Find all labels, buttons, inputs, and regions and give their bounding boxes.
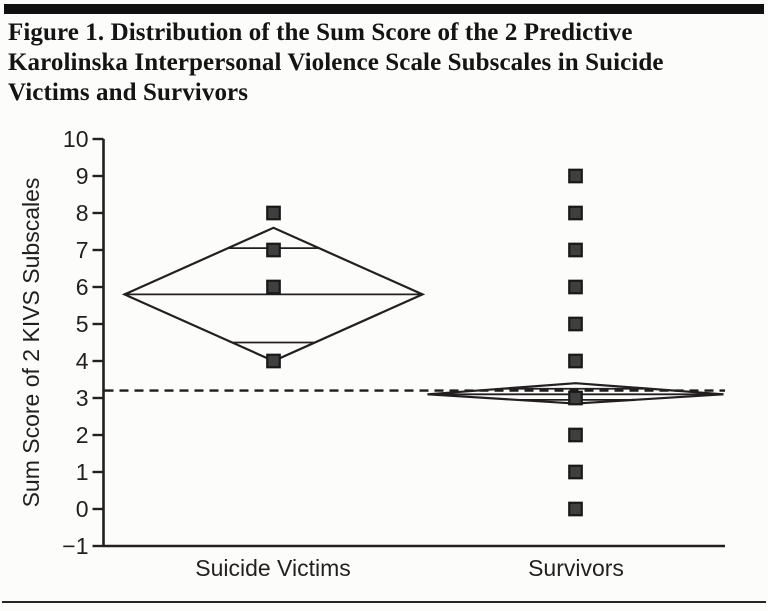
data-point-marker <box>568 205 583 221</box>
y-tick-label: 7 <box>76 237 89 263</box>
data-point-marker <box>266 242 281 258</box>
y-tick-label: 3 <box>76 385 89 411</box>
data-point-marker <box>568 501 583 517</box>
data-point-marker <box>568 464 583 480</box>
data-point-marker <box>568 353 583 369</box>
y-tick-label: 8 <box>76 200 89 226</box>
data-point-marker <box>568 168 583 184</box>
x-category-label-survivors: Survivors <box>528 555 624 581</box>
y-tick-label: 1 <box>76 459 89 485</box>
y-tick-label: 4 <box>76 348 89 374</box>
top-rule <box>4 4 764 14</box>
data-point-marker <box>568 242 583 258</box>
y-tick-label: 6 <box>76 274 89 300</box>
data-point-marker <box>568 316 583 332</box>
y-tick-label: 10 <box>63 126 89 152</box>
data-point-marker <box>266 279 281 295</box>
y-tick-label: 0 <box>76 496 89 522</box>
y-tick-label: 2 <box>76 422 89 448</box>
figure-title: Figure 1. Distribution of the Sum Score … <box>8 19 664 106</box>
x-category-label-suicide-victims: Suicide Victims <box>195 555 351 581</box>
y-tick-label: 9 <box>76 163 89 189</box>
data-point-marker <box>568 279 583 295</box>
data-point-marker <box>568 390 583 406</box>
data-point-marker <box>568 427 583 443</box>
data-point-marker <box>266 353 281 369</box>
y-tick-label: 5 <box>76 311 89 337</box>
bottom-rule <box>2 601 766 603</box>
y-tick-label: −1 <box>62 533 88 559</box>
data-point-marker <box>266 205 281 221</box>
y-axis-label: Sum Score of 2 KIVS Subscales <box>18 177 44 508</box>
